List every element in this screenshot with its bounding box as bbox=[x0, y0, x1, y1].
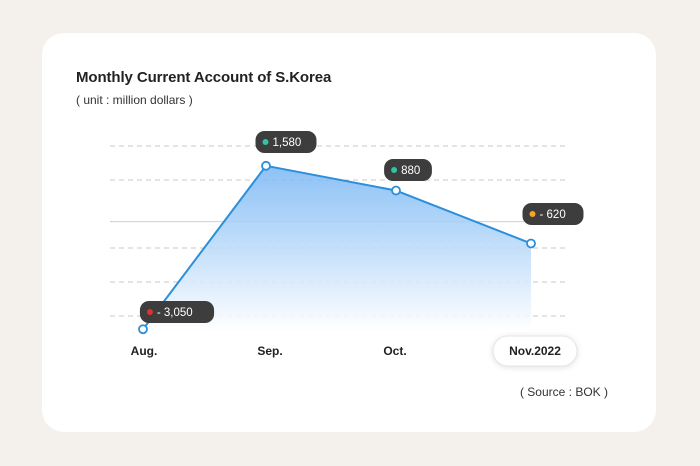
data-point-4 bbox=[526, 238, 536, 249]
data-labels: - 3,050 1,580 880 - 620 bbox=[139, 131, 584, 323]
data-label-text: - 3,050 bbox=[157, 307, 193, 319]
badge-dot bbox=[262, 139, 269, 145]
data-label-text: - 620 bbox=[540, 209, 566, 221]
series-line bbox=[142, 164, 532, 330]
x-tick-label: Nov.2022 bbox=[509, 344, 561, 358]
data-point-3 bbox=[391, 185, 401, 196]
data-point-1 bbox=[138, 324, 148, 335]
data-label-text: 880 bbox=[401, 165, 420, 177]
x-tick-label: Sep. bbox=[257, 344, 282, 358]
badge-dot bbox=[146, 309, 153, 315]
chart-title: Monthly Current Account of S.Korea bbox=[76, 69, 332, 86]
area-fill bbox=[143, 165, 531, 331]
badge-background bbox=[139, 301, 215, 323]
data-point-2 bbox=[261, 160, 271, 171]
data-label-badge: 1,580 bbox=[255, 131, 317, 153]
area-shape bbox=[143, 165, 531, 331]
badge-background bbox=[384, 159, 432, 181]
badge-dot bbox=[391, 167, 398, 173]
x-axis-ticks: Aug. Sep. Oct. Nov.2022 bbox=[131, 335, 578, 367]
badge-dot bbox=[529, 211, 536, 217]
data-label-badge: 880 bbox=[384, 159, 432, 181]
data-points bbox=[138, 160, 536, 335]
series-polyline bbox=[142, 164, 532, 330]
x-tick-label: Aug. bbox=[131, 344, 158, 358]
unit-subtitle: ( unit : million dollars ) bbox=[76, 93, 193, 107]
data-label-badge: - 620 bbox=[522, 203, 584, 225]
badge-background bbox=[522, 203, 584, 225]
data-label-badge: - 3,050 bbox=[139, 301, 215, 323]
data-label-text: 1,580 bbox=[273, 137, 302, 149]
badge-background bbox=[255, 131, 317, 153]
x-tick-label: Oct. bbox=[383, 344, 406, 358]
source-note: ( Source : BOK ) bbox=[519, 385, 608, 399]
highlight-tick-pill bbox=[492, 335, 578, 367]
